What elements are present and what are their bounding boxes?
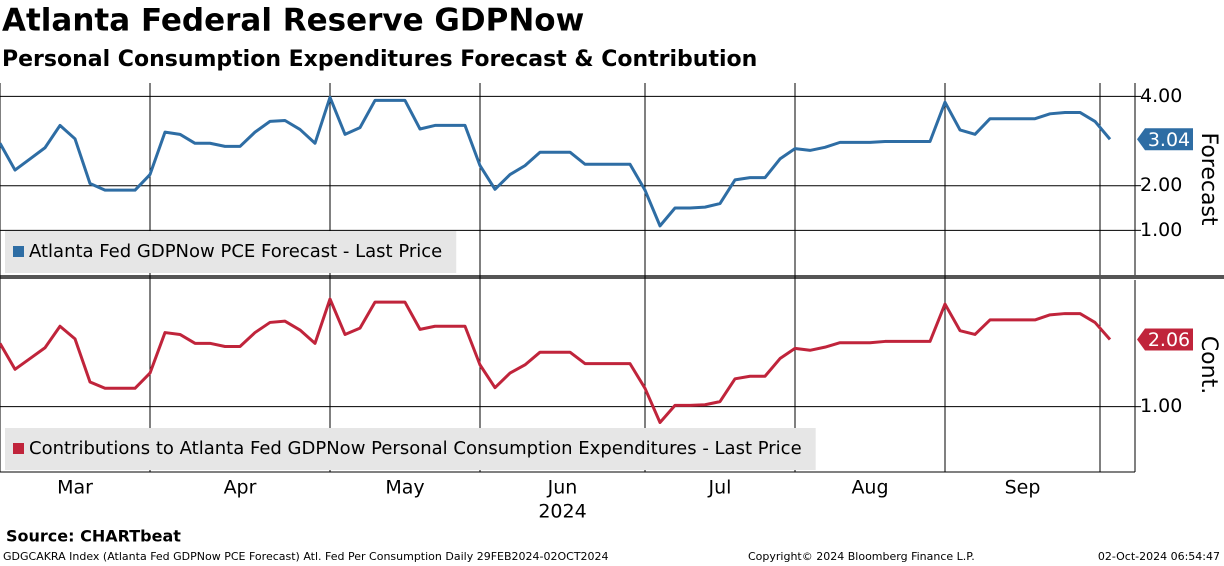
legend-label: Atlanta Fed GDPNow PCE Forecast - Last P… <box>29 241 442 262</box>
x-tick-label: Aug <box>851 477 888 499</box>
y-tick-label: 1.00 <box>1140 395 1182 417</box>
legend-box <box>5 428 816 470</box>
x-tick-label: Jul <box>708 477 732 499</box>
footer-left: GDGCAKRA Index (Atlanta Fed GDPNow PCE F… <box>3 550 609 563</box>
y-tick-label: 2.00 <box>1140 174 1182 196</box>
x-tick-label: Mar <box>57 477 93 499</box>
last-value-label: 2.06 <box>1148 329 1190 351</box>
legend-swatch <box>13 246 24 257</box>
x-tick-label: May <box>385 477 424 499</box>
line <box>0 95 1112 228</box>
line <box>0 297 1112 424</box>
legend-box <box>5 231 457 273</box>
year-label: 2024 <box>538 501 586 523</box>
y-tick-label: 1.00 <box>1140 219 1182 241</box>
last-value-tag <box>1137 128 1193 151</box>
chart-title: Atlanta Federal Reserve GDPNow <box>2 3 584 39</box>
y-axis-label: Forecast <box>1196 132 1221 225</box>
y-tick-label: 4.00 <box>1140 85 1182 107</box>
legend-label: Contributions to Atlanta Fed GDPNow Pers… <box>29 438 802 459</box>
last-value-label: 3.04 <box>1148 129 1190 151</box>
x-tick-label: Jun <box>547 477 578 499</box>
legend-swatch <box>13 443 24 454</box>
source: Source: CHARTbeat <box>6 527 181 546</box>
x-tick-label: Apr <box>224 477 257 499</box>
footer-center: Copyright© 2024 Bloomberg Finance L.P. <box>748 550 975 563</box>
last-value-tag <box>1137 328 1193 351</box>
chart-subtitle: Personal Consumption Expenditures Foreca… <box>2 47 757 72</box>
footer-right: 02-Oct-2024 06:54:47 <box>1098 550 1220 563</box>
x-tick-label: Sep <box>1005 477 1041 499</box>
y-axis-label: Cont. <box>1196 336 1221 394</box>
